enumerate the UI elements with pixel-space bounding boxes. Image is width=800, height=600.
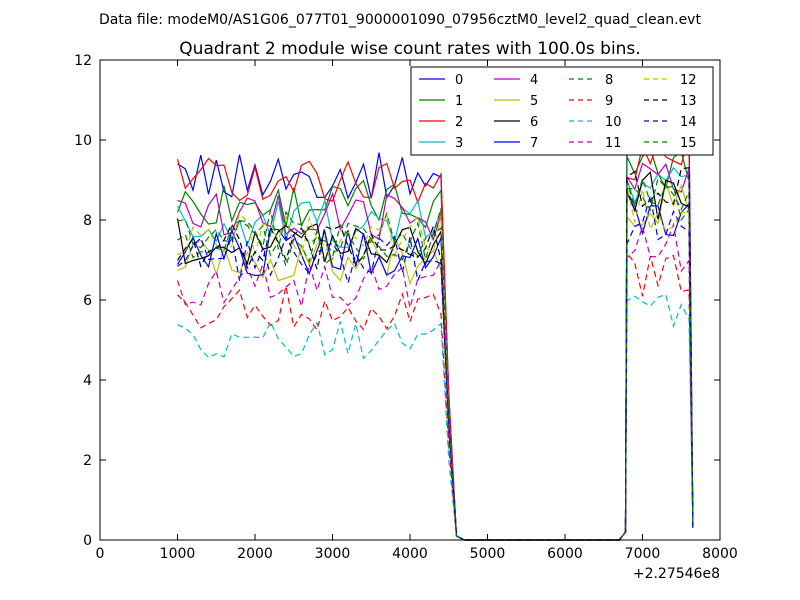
- legend-label: 5: [530, 94, 538, 109]
- series-line-12: [177, 186, 694, 541]
- y-tick-label: 0: [83, 533, 92, 549]
- figure-suptitle: Data file: modeM0/AS1G06_077T01_90000010…: [99, 12, 701, 28]
- x-tick-label: 1000: [160, 546, 196, 562]
- series-line-11: [176, 222, 694, 541]
- x-tick-label: 8000: [702, 546, 738, 562]
- chart-title: Quadrant 2 module wise count rates with …: [179, 39, 640, 59]
- y-tick-label: 6: [83, 293, 92, 309]
- x-tick-label: 4000: [392, 546, 428, 562]
- series-line-7: [176, 191, 694, 541]
- x-tick-label: 2000: [237, 546, 273, 562]
- legend-label: 0: [455, 73, 463, 88]
- series-line-14: [177, 195, 694, 541]
- legend-label: 7: [530, 136, 538, 151]
- legend-label: 3: [455, 136, 463, 151]
- x-tick-label: 0: [96, 546, 105, 562]
- legend-label: 15: [680, 136, 697, 151]
- legend-label: 14: [680, 115, 697, 130]
- legend-label: 10: [605, 115, 622, 130]
- series-line-13: [176, 167, 694, 541]
- legend-label: 6: [530, 115, 538, 130]
- legend-label: 11: [605, 136, 622, 151]
- series-line-3: [176, 166, 694, 541]
- legend-label: 2: [455, 115, 463, 130]
- series-line-0: [177, 115, 694, 541]
- series-layer: [176, 115, 694, 541]
- legend-label: 13: [680, 94, 697, 109]
- x-offset-label: +2.27546e8: [633, 566, 720, 582]
- x-tick-label: 5000: [470, 546, 506, 562]
- series-line-5: [177, 180, 694, 541]
- series-line-4: [177, 162, 694, 541]
- legend-label: 4: [530, 73, 538, 88]
- series-line-10: [177, 293, 694, 541]
- x-tick-label: 7000: [625, 546, 661, 562]
- y-tick-label: 10: [74, 133, 92, 149]
- x-tick-label: 6000: [547, 546, 583, 562]
- y-tick-label: 2: [83, 453, 92, 469]
- legend-box: [410, 66, 714, 156]
- y-tick-label: 8: [83, 213, 92, 229]
- legend-label: 12: [680, 73, 697, 88]
- series-line-1: [176, 147, 694, 541]
- legend-label: 8: [605, 73, 613, 88]
- y-tick-label: 12: [74, 53, 92, 69]
- y-tick-label: 4: [83, 373, 92, 389]
- legend-label: 1: [455, 94, 463, 109]
- axes-layer: 0 1000 2000 3000 4000 5000 6000 7000 80000246810…: [74, 53, 738, 562]
- legend-label: 9: [605, 94, 613, 109]
- x-tick-label: 3000: [315, 546, 351, 562]
- series-line-9: [177, 250, 694, 541]
- series-line-2: [176, 136, 694, 541]
